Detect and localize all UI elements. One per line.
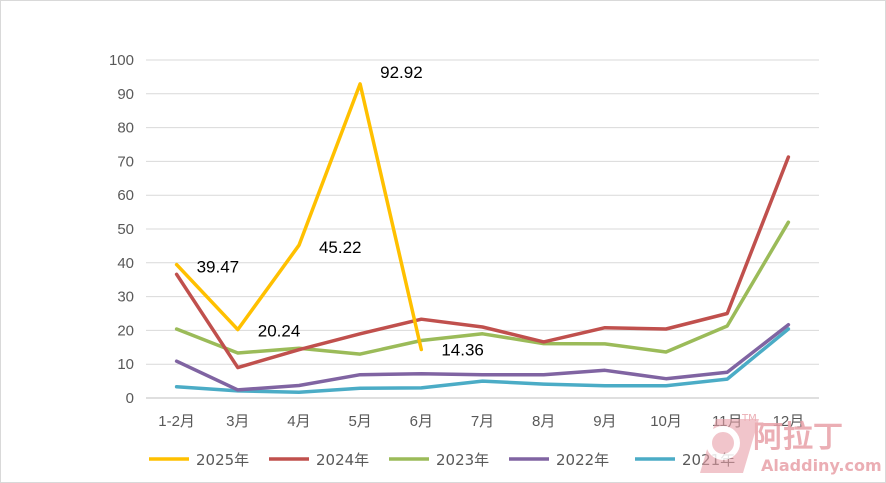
x-tick-label: 3月: [226, 413, 249, 430]
data-label: 39.47: [197, 258, 240, 277]
y-tick-label: 0: [126, 390, 134, 407]
y-tick-label: 40: [117, 255, 134, 272]
gridlines: [146, 59, 819, 399]
legend-label: 2025年: [196, 451, 249, 469]
series-line-2021年: [174, 327, 791, 395]
x-tick-label: 1-2月: [158, 413, 195, 430]
legend-label: 2023年: [436, 451, 489, 469]
y-tick-label: 100: [109, 52, 134, 69]
x-axis-ticks: 1-2月3月4月5月6月7月8月9月10月11月12月: [158, 413, 804, 430]
y-tick-label: 10: [117, 356, 134, 373]
x-tick-label: 6月: [410, 413, 433, 430]
x-tick-label: 10月: [650, 413, 682, 430]
y-tick-label: 60: [117, 187, 134, 204]
watermark: 阿拉丁 TM Aladdiny.com: [700, 413, 882, 475]
x-tick-label: 9月: [593, 413, 616, 430]
y-tick-label: 80: [117, 120, 134, 137]
legend-item[interactable]: 2022年: [509, 451, 609, 469]
x-tick-label: 8月: [532, 413, 555, 430]
y-axis-ticks: 0 10 20 30 40 50 60 70 80 90 100: [109, 52, 134, 407]
series-line-2025年: [174, 82, 424, 352]
watermark-url: Aladdiny.com: [761, 456, 882, 475]
data-labels: 39.47 20.24 45.22 92.92 14.36: [197, 63, 484, 360]
legend: 2025年2024年2023年2022年2021年: [149, 451, 735, 469]
x-tick-label: 7月: [471, 413, 494, 430]
series-line-2024年: [174, 155, 791, 370]
series-line-2022年: [174, 322, 791, 392]
y-tick-label: 90: [117, 86, 134, 103]
y-tick-label: 50: [117, 221, 134, 238]
watermark-text: 阿拉丁: [753, 420, 843, 455]
x-tick-label: 12月: [773, 413, 805, 430]
legend-label: 2024年: [316, 451, 369, 469]
series-lines: [174, 82, 791, 395]
x-tick-label: 4月: [287, 413, 310, 430]
y-tick-label: 70: [117, 153, 134, 170]
data-label: 45.22: [319, 238, 362, 257]
watermark-logo-ring-icon: [706, 426, 740, 460]
legend-item[interactable]: 2025年: [149, 451, 249, 469]
legend-label: 2022年: [556, 451, 609, 469]
x-tick-label: 5月: [348, 413, 371, 430]
legend-item[interactable]: 2023年: [389, 451, 489, 469]
y-tick-label: 20: [117, 322, 134, 339]
data-label: 14.36: [441, 340, 484, 359]
series-line-2023年: [174, 220, 791, 356]
watermark-trademark: TM: [741, 413, 757, 424]
data-label: 20.24: [258, 322, 301, 341]
legend-item[interactable]: 2024年: [269, 451, 369, 469]
y-tick-label: 30: [117, 289, 134, 306]
data-label: 92.92: [380, 63, 423, 82]
